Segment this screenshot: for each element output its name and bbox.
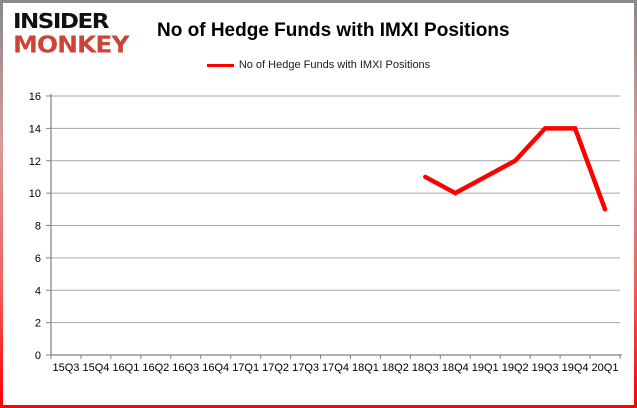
x-axis-tick-label: 19Q1 [472,362,499,374]
x-axis-tick-label: 15Q4 [82,362,109,374]
chart-title: No of Hedge Funds with IMXI Positions [157,20,510,41]
legend-label: No of Hedge Funds with IMXI Positions [238,59,431,71]
y-axis-tick-label: 8 [35,221,41,233]
x-axis-tick-label: 17Q4 [322,362,349,374]
y-axis-tick-label: 0 [35,350,41,362]
x-axis-tick-label: 16Q1 [112,362,139,374]
x-axis-tick-label: 17Q3 [292,362,319,374]
y-axis-tick-label: 4 [35,285,41,297]
x-axis-tick-label: 18Q3 [412,362,439,374]
x-axis-tick-label: 19Q3 [532,362,559,374]
y-axis-tick-label: 2 [35,318,41,330]
series-line [423,126,608,212]
insider-monkey-logo: INSIDER MONKEY [13,10,130,58]
y-axis-tick-label: 12 [29,156,41,168]
x-axis-tick-label: 19Q4 [562,362,589,374]
x-axis-tick-label: 17Q1 [232,362,259,374]
x-axis-tick-label: 18Q4 [442,362,469,374]
legend-line-swatch [206,63,234,67]
x-axis-tick-label: 18Q1 [352,362,379,374]
logo-text-insider: INSIDER [13,10,109,34]
y-axis-tick-label: 10 [29,188,41,200]
y-axis-tick-label: 16 [29,91,41,103]
x-axis-tick-label: 16Q4 [202,362,229,374]
x-axis-tick-label: 16Q2 [142,362,169,374]
legend: No of Hedge Funds with IMXI Positions [3,59,634,71]
x-axis-tick-label: 20Q1 [592,362,619,374]
x-axis-tick-label: 16Q3 [172,362,199,374]
x-axis-tick-label: 15Q3 [53,362,80,374]
y-axis-tick-label: 14 [29,123,41,135]
x-axis-tick-label: 18Q2 [382,362,409,374]
x-axis-tick-label: 17Q2 [262,362,289,374]
y-axis-tick-label: 6 [35,253,41,265]
x-axis-tick-label: 19Q2 [502,362,529,374]
logo-text-monkey: MONKEY [13,31,130,58]
